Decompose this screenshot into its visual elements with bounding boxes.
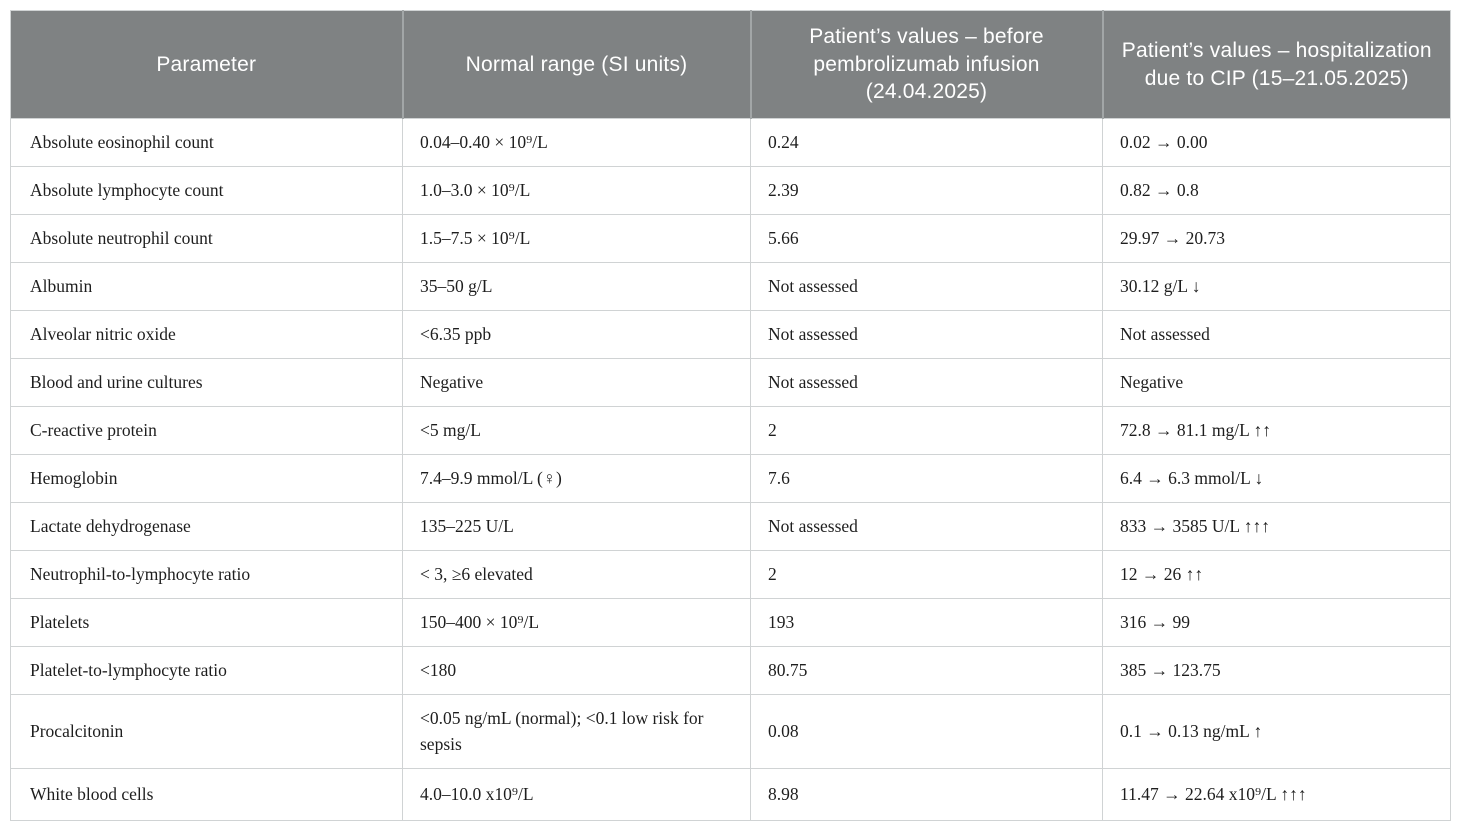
table-row: Absolute lymphocyte count 1.0–3.0 × 10⁹/… — [10, 166, 1451, 215]
cell-normal-range: 4.0–10.0 x10⁹/L — [402, 768, 751, 821]
cell-value-hospitalization: 6.4 → 6.3 mmol/L ↓ — [1102, 454, 1451, 503]
cell-value-before: 80.75 — [750, 646, 1103, 695]
header-values-before-infusion: Patient’s values – before pembrolizumab … — [749, 10, 1103, 119]
table-row: Blood and urine cultures Negative Not as… — [10, 358, 1451, 407]
cell-parameter: Absolute lymphocyte count — [10, 166, 403, 215]
cell-value-before: 2.39 — [750, 166, 1103, 215]
table-row: Neutrophil-to-lymphocyte ratio < 3, ≥6 e… — [10, 550, 1451, 599]
cell-normal-range: 35–50 g/L — [402, 262, 751, 311]
cell-normal-range: <5 mg/L — [402, 406, 751, 455]
cell-value-hospitalization: Negative — [1102, 358, 1451, 407]
cell-value-before: 2 — [750, 550, 1103, 599]
cell-value-before: 5.66 — [750, 214, 1103, 263]
header-parameter: Parameter — [10, 10, 403, 119]
table-row: Hemoglobin 7.4–9.9 mmol/L (♀) 7.6 6.4 → … — [10, 454, 1451, 503]
cell-value-before: 0.08 — [750, 694, 1103, 769]
cell-parameter: Blood and urine cultures — [10, 358, 403, 407]
cell-value-before: 0.24 — [750, 118, 1103, 167]
table-row: Absolute neutrophil count 1.5–7.5 × 10⁹/… — [10, 214, 1451, 263]
cell-parameter: C-reactive protein — [10, 406, 403, 455]
cell-value-before: Not assessed — [750, 358, 1103, 407]
cell-value-hospitalization: 72.8 → 81.1 mg/L ↑↑ — [1102, 406, 1451, 455]
cell-value-hospitalization: 11.47 → 22.64 x10⁹/L ↑↑↑ — [1102, 768, 1451, 821]
cell-value-before: Not assessed — [750, 502, 1103, 551]
cell-normal-range: <180 — [402, 646, 751, 695]
cell-normal-range: 135–225 U/L — [402, 502, 751, 551]
cell-value-before: Not assessed — [750, 310, 1103, 359]
cell-value-hospitalization: 316 → 99 — [1102, 598, 1451, 647]
cell-normal-range: 1.0–3.0 × 10⁹/L — [402, 166, 751, 215]
table-row: White blood cells 4.0–10.0 x10⁹/L 8.98 1… — [10, 768, 1451, 821]
cell-value-hospitalization: 0.1 → 0.13 ng/mL ↑ — [1102, 694, 1451, 769]
cell-value-hospitalization: Not assessed — [1102, 310, 1451, 359]
cell-value-before: 2 — [750, 406, 1103, 455]
cell-value-before: 8.98 — [750, 768, 1103, 821]
cell-parameter: Platelets — [10, 598, 403, 647]
table-row: Absolute eosinophil count 0.04–0.40 × 10… — [10, 118, 1451, 167]
header-values-hospitalization: Patient’s values – hospitalization due t… — [1101, 10, 1451, 119]
cell-value-hospitalization: 385 → 123.75 — [1102, 646, 1451, 695]
table-row: Alveolar nitric oxide <6.35 ppb Not asse… — [10, 310, 1451, 359]
header-normal-range: Normal range (SI units) — [401, 10, 751, 119]
cell-value-before: 193 — [750, 598, 1103, 647]
cell-normal-range: Negative — [402, 358, 751, 407]
cell-parameter: Alveolar nitric oxide — [10, 310, 403, 359]
table-row: Lactate dehydrogenase 135–225 U/L Not as… — [10, 502, 1451, 551]
cell-parameter: White blood cells — [10, 768, 403, 821]
table-row: Platelet-to-lymphocyte ratio <180 80.75 … — [10, 646, 1451, 695]
table-row: Platelets 150–400 × 10⁹/L 193 316 → 99 — [10, 598, 1451, 647]
cell-value-hospitalization: 0.02 → 0.00 — [1102, 118, 1451, 167]
cell-value-before: 7.6 — [750, 454, 1103, 503]
cell-parameter: Neutrophil-to-lymphocyte ratio — [10, 550, 403, 599]
lab-values-table: Parameter Normal range (SI units) Patien… — [10, 10, 1451, 821]
cell-normal-range: 150–400 × 10⁹/L — [402, 598, 751, 647]
cell-normal-range: 7.4–9.9 mmol/L (♀) — [402, 454, 751, 503]
cell-parameter: Platelet-to-lymphocyte ratio — [10, 646, 403, 695]
cell-value-before: Not assessed — [750, 262, 1103, 311]
table-row: C-reactive protein <5 mg/L 2 72.8 → 81.1… — [10, 406, 1451, 455]
table-body: Absolute eosinophil count 0.04–0.40 × 10… — [10, 118, 1451, 821]
cell-parameter: Albumin — [10, 262, 403, 311]
cell-value-hospitalization: 12 → 26 ↑↑ — [1102, 550, 1451, 599]
cell-normal-range: < 3, ≥6 elevated — [402, 550, 751, 599]
table-row: Albumin 35–50 g/L Not assessed 30.12 g/L… — [10, 262, 1451, 311]
cell-value-hospitalization: 0.82 → 0.8 — [1102, 166, 1451, 215]
cell-normal-range: 0.04–0.40 × 10⁹/L — [402, 118, 751, 167]
cell-normal-range: 1.5–7.5 × 10⁹/L — [402, 214, 751, 263]
cell-parameter: Lactate dehydrogenase — [10, 502, 403, 551]
cell-parameter: Procalcitonin — [10, 694, 403, 769]
table-row: Procalcitonin <0.05 ng/mL (normal); <0.1… — [10, 694, 1451, 769]
cell-parameter: Absolute eosinophil count — [10, 118, 403, 167]
cell-value-hospitalization: 30.12 g/L ↓ — [1102, 262, 1451, 311]
cell-parameter: Hemoglobin — [10, 454, 403, 503]
table-header-row: Parameter Normal range (SI units) Patien… — [10, 10, 1451, 119]
cell-parameter: Absolute neutrophil count — [10, 214, 403, 263]
cell-value-hospitalization: 833 → 3585 U/L ↑↑↑ — [1102, 502, 1451, 551]
cell-normal-range: <6.35 ppb — [402, 310, 751, 359]
cell-value-hospitalization: 29.97 → 20.73 — [1102, 214, 1451, 263]
cell-normal-range: <0.05 ng/mL (normal); <0.1 low risk for … — [402, 694, 751, 769]
